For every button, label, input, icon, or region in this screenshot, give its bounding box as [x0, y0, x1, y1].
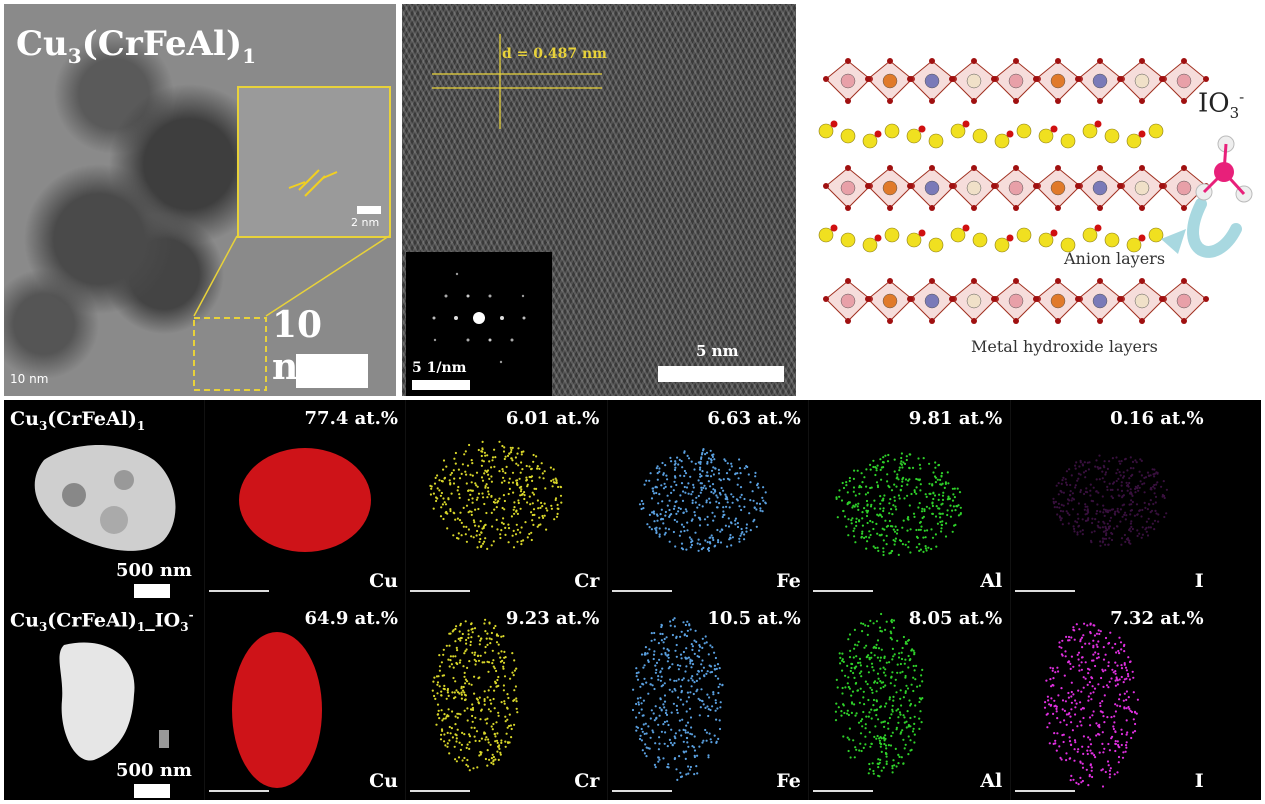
eds-atomic-percent: 77.4 at.%: [304, 408, 398, 429]
tem-inset: 2 nm: [237, 86, 391, 238]
eds-mini-scale-bar: [611, 590, 672, 592]
eds-element-label: Cu: [369, 770, 398, 792]
iodate-formula: IO3-: [1198, 88, 1245, 122]
eds-scale-label-row2: 500 nm: [116, 760, 192, 781]
eds-element-label: Cu: [369, 570, 398, 592]
ldh-structure-schematic: IO3- Anion layers Metal hydroxide layers: [806, 4, 1261, 396]
zoom-lines: [193, 235, 390, 391]
eds-map-al-row1: 9.81 at.% Al: [808, 400, 1011, 600]
eds-signal-i: [1043, 622, 1139, 788]
eds-map-fe-row1: 6.63 at.% Fe: [606, 400, 809, 600]
eds-element-label: I: [1194, 570, 1204, 592]
eds-element-label: Fe: [776, 770, 801, 792]
saed-scale-label: 5 1/nm: [412, 360, 467, 376]
eds-element-label: Al: [980, 570, 1003, 592]
eds-scale-bar-row1: [134, 584, 170, 598]
eds-mini-scale-bar: [813, 790, 874, 792]
haadf-particle-row1: [34, 445, 176, 551]
eds-map-cu-row2: 64.9 at.% Cu: [204, 600, 406, 800]
eds-signal-fe: [631, 617, 724, 781]
eds-atomic-percent: 6.63 at.%: [707, 408, 801, 429]
eds-map-cr-row1: 6.01 at.% Cr: [405, 400, 608, 600]
inset-scale-label: 2 nm: [351, 216, 380, 229]
saed-inset: 5 1/nm: [406, 252, 552, 396]
eds-map-i-row1: 0.16 at.% I: [1009, 400, 1212, 600]
eds-atomic-percent: 0.16 at.%: [1110, 408, 1204, 429]
hrtem-scale-label: 5 nm: [696, 342, 739, 360]
eds-signal-fe: [638, 448, 767, 552]
ldh-layers-illustration: [818, 58, 1253, 324]
eds-signal-al: [835, 452, 963, 557]
saed-scale-bar: [412, 380, 470, 390]
diffraction-pattern: [432, 272, 526, 364]
eds-atomic-percent: 6.01 at.%: [505, 408, 600, 429]
eds-mini-scale-bar: [1014, 590, 1075, 592]
eds-atomic-percent: 64.9 at.%: [304, 608, 398, 629]
eds-signal-al: [834, 612, 924, 778]
eds-sample-label-row1: Cu3(CrFeAl)1: [10, 408, 146, 433]
eds-haadf-row1: Cu3(CrFeAl)1 500 nm: [4, 400, 204, 600]
anion-layers-label: Anion layers: [1064, 249, 1166, 268]
tem-image: Cu3(CrFeAl)1 2 nm 10 nm 10 nm: [4, 4, 396, 396]
eds-atomic-percent: 9.23 at.%: [505, 608, 600, 629]
eds-mini-scale-bar: [1014, 790, 1075, 792]
eds-signal-cu: [239, 448, 371, 552]
eds-element-label: Al: [980, 770, 1003, 792]
eds-scale-bar-row2: [134, 784, 170, 798]
d-spacing-marker: [432, 34, 602, 129]
eds-mapping-grid: Cu3(CrFeAl)1 500 nm Cu3(CrFeAl)1_IO3- 50…: [4, 400, 1261, 800]
d-spacing-label: d = 0.487 nm: [502, 46, 607, 62]
eds-signal-i: [1051, 454, 1168, 547]
eds-mini-scale-bar: [410, 790, 471, 792]
eds-map-i-row2: 7.32 at.% I: [1009, 600, 1212, 800]
hrtem-image: d = 0.487 nm 5 1/nm 5 nm: [402, 4, 796, 396]
eds-atomic-percent: 9.81 at.%: [908, 408, 1003, 429]
eds-mini-scale-bar: [410, 590, 471, 592]
eds-map-al-row2: 8.05 at.% Al: [808, 600, 1011, 800]
tem-formula: Cu3(CrFeAl)1: [16, 24, 256, 68]
eds-mini-scale-bar: [209, 790, 269, 792]
eds-map-fe-row2: 10.5 at.% Fe: [606, 600, 809, 800]
haadf-particle-row2: [59, 642, 169, 761]
lattice-arrow-icon: [288, 169, 338, 197]
eds-map-cr-row2: 9.23 at.% Cr: [405, 600, 608, 800]
eds-scale-label-row1: 500 nm: [116, 560, 192, 581]
eds-map-cu-row1: 77.4 at.% Cu: [204, 400, 406, 600]
hrtem-scale-bar: [658, 366, 784, 382]
eds-atomic-percent: 10.5 at.%: [707, 608, 801, 629]
tem-scale-bar: [296, 354, 368, 388]
eds-signal-cu: [232, 632, 322, 788]
eds-haadf-row2: Cu3(CrFeAl)1_IO3- 500 nm: [4, 600, 204, 800]
eds-signal-cr: [432, 618, 519, 772]
eds-element-label: I: [1194, 770, 1204, 792]
eds-element-label: Fe: [776, 570, 801, 592]
eds-mini-scale-bar: [813, 590, 874, 592]
eds-atomic-percent: 7.32 at.%: [1110, 608, 1204, 629]
eds-signal-cr: [429, 440, 563, 550]
inset-scale-bar: [357, 206, 381, 214]
eds-mini-scale-bar: [209, 590, 269, 592]
eds-sample-label-row2: Cu3(CrFeAl)1_IO3-: [10, 608, 194, 635]
metal-hydroxide-layers-label: Metal hydroxide layers: [971, 337, 1158, 356]
eds-element-label: Cr: [574, 570, 600, 592]
eds-atomic-percent: 8.05 at.%: [908, 608, 1003, 629]
eds-mini-scale-bar: [611, 790, 672, 792]
tem-corner-scale: 10 nm: [10, 372, 49, 386]
eds-element-label: Cr: [574, 770, 600, 792]
